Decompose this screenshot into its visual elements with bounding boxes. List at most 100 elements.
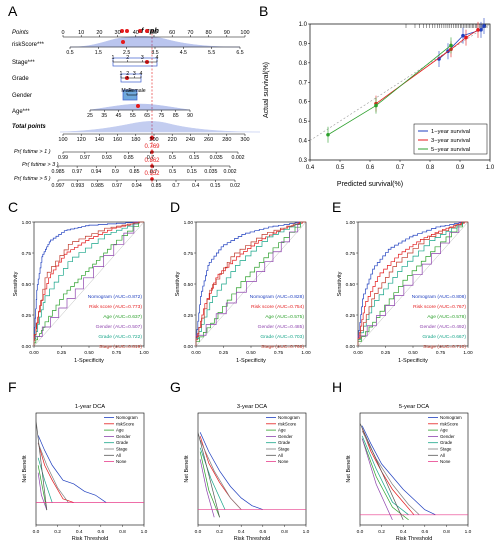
dca-xtick-label-5: 1.0 <box>303 529 310 535</box>
calibration-point-1-3 <box>476 28 480 32</box>
roc-legend-label-3: Gender (AUC=0.485) <box>258 324 305 330</box>
roc-legend-label-5: Stage (AUC=0.710) <box>423 344 466 350</box>
roc-line-4 <box>357 221 468 346</box>
roc-line-0 <box>195 221 306 346</box>
dca-legend-label-5: Stage <box>278 447 290 452</box>
tick-label-total_ticks-2: 140 <box>95 137 104 143</box>
calibration-point-0-2 <box>461 33 465 38</box>
dca-line-6 <box>35 420 48 511</box>
calibration-ylabel: Actual survival(%) <box>263 62 270 118</box>
tick-label-points_ticks-0: 0 <box>61 30 64 36</box>
calibration-ytick-label-0: 0.3 <box>299 158 308 164</box>
dca-xtick-label-2: 0.4 <box>400 529 407 535</box>
tick-label-grade_ticks-0: 1 <box>120 71 123 77</box>
calibration-ytick-label-3: 0.6 <box>299 100 308 106</box>
roc-legend-label-4: Grade (AUC=0.667) <box>422 334 466 340</box>
tick-label-age_ticks-3: 55 <box>130 113 136 119</box>
roc-xtick-label-2: 0.50 <box>246 350 256 356</box>
roc-ylabel: Sensitivity <box>13 271 19 296</box>
dca-line-0 <box>361 425 436 516</box>
dca-legend-label-4: Grade <box>116 440 129 445</box>
panel-label-b: B <box>259 3 268 19</box>
roc-panels: 0.00 0.25 0.50 0.75 1.00 0.00 0.25 0.50 0.75 1.00… <box>13 220 473 364</box>
roc-xtick-label-1: 0.25 <box>57 350 67 356</box>
dca-legend-label-2: Age <box>116 428 124 433</box>
tick-label-points_ticks-5: 50 <box>151 30 157 36</box>
dca-legend-label-6: All <box>440 453 445 458</box>
roc-ylabel: Sensitivity <box>175 271 181 296</box>
tick-label-points_ticks-3: 30 <box>115 30 121 36</box>
tick-label-p5_ticks-6: 0.7 <box>172 183 179 189</box>
tick-label-total_ticks-8: 260 <box>204 137 213 143</box>
tick-label-riskscore_ticks-0: 0.5 <box>66 50 73 56</box>
calibration-xtick-label-2: 0.6 <box>366 165 375 171</box>
total-marker <box>149 135 155 141</box>
calibration-ytick-label-2: 0.5 <box>299 119 308 125</box>
tick-label-p5_ticks-8: 0.15 <box>210 183 220 189</box>
dca-legend-label-2: Age <box>440 428 448 433</box>
dca-legend-label-7: None <box>278 459 289 464</box>
roc-xtick-label-0: 0.00 <box>29 350 39 356</box>
tick-label-p5_ticks-5: 0.85 <box>151 183 161 189</box>
age-density <box>89 103 191 111</box>
dca-line-4 <box>37 457 53 503</box>
roc-legend-label-2: Age (AUC=0.637) <box>103 314 142 320</box>
dca-legend-label-7: None <box>116 459 127 464</box>
roc-ytick-label-0: 0.00 <box>346 344 356 350</box>
roc-xlabel: 1-Specificity <box>74 358 104 364</box>
tick-label-total_ticks-1: 120 <box>77 137 86 143</box>
tick-label-p5_ticks-4: 0.94 <box>132 183 142 189</box>
tick-label-points_ticks-2: 20 <box>96 30 102 36</box>
roc-legend-label-3: Gender (AUC=0.507) <box>96 324 143 330</box>
dca-line-0 <box>37 435 107 503</box>
dca-line-4 <box>361 435 409 516</box>
dca-xtick-label-5: 1.0 <box>465 529 472 535</box>
roc-xtick-label-4: 1.00 <box>301 350 311 356</box>
dca-xtick-label-4: 0.8 <box>119 529 126 535</box>
dca-xtick-label-0: 0.0 <box>195 529 202 535</box>
tick-label-age_ticks-0: 25 <box>87 113 93 119</box>
roc-legend-label-1: Risk score (AUC=0.767) <box>413 304 466 310</box>
calibration-point-2-0 <box>326 132 330 137</box>
dca-legend-label-0: Nomogram <box>116 415 138 420</box>
roc-line-5 <box>33 221 144 346</box>
tick-label-p5_ticks-3: 0.97 <box>112 183 122 189</box>
roc-line-2 <box>33 221 144 346</box>
tick-label-age_ticks-1: 35 <box>101 113 107 119</box>
tick-label-p5_ticks-0: 0.997 <box>52 183 65 189</box>
row-label-grade: Grade <box>12 76 29 82</box>
dca-line-5 <box>37 442 69 503</box>
roc-xtick-label-0: 0.00 <box>353 350 363 356</box>
tick-label-age_ticks-7: 90 <box>187 113 193 119</box>
roc-line-1 <box>357 221 468 346</box>
dca-legend-label-1: riskScore <box>278 421 297 426</box>
calibration-line-1 <box>375 29 479 104</box>
calibration-ytick-label-5: 0.8 <box>299 61 308 67</box>
roc-line-3 <box>33 221 144 346</box>
tick-label-p3_ticks-7: 0.15 <box>187 169 197 175</box>
roc-line-0 <box>357 221 468 346</box>
tick-label-gender_ticks-0: Male <box>121 88 132 94</box>
dca-panel-h: 5-year DCA 0.0 0.2 0.4 0.6 0.8 1.0 Risk Thresho… <box>346 404 472 542</box>
dca-legend-label-6: All <box>278 453 283 458</box>
dca-xtick-label-3: 0.6 <box>421 529 428 535</box>
roc-line-5 <box>195 221 306 346</box>
row-label-points: Points <box>12 30 29 36</box>
calibration-xtick-label-1: 0.5 <box>336 165 345 171</box>
tick-label-riskscore_ticks-5: 5.5 <box>208 50 215 56</box>
roc-line-4 <box>195 221 306 346</box>
dca-legend-label-3: Gender <box>278 434 293 439</box>
roc-line-4 <box>33 221 144 346</box>
calibration-xtick-label-4: 0.8 <box>426 165 435 171</box>
tick-label-p1_ticks-1: 0.97 <box>80 155 90 161</box>
tick-label-p3_ticks-4: 0.85 <box>129 169 139 175</box>
roc-line-0 <box>33 221 144 346</box>
dca-line-3 <box>37 472 48 511</box>
tick-label-riskscore_ticks-4: 4.5 <box>180 50 187 56</box>
roc-xtick-label-3: 0.75 <box>436 350 446 356</box>
roc-ytick-label-4: 1.00 <box>22 220 32 226</box>
dca-frame-h <box>359 412 469 526</box>
calibration-series <box>326 17 486 143</box>
dca-legend-label-3: Gender <box>440 434 455 439</box>
total-density <box>59 121 261 133</box>
